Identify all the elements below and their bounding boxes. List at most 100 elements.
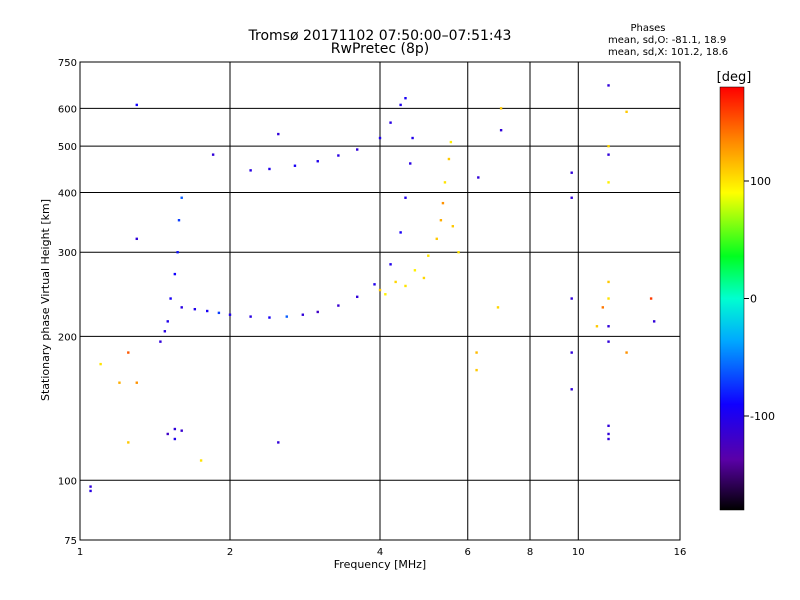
data-point-o (135, 103, 138, 107)
data-point-o (404, 96, 407, 100)
data-point-x (601, 306, 605, 309)
y-tick-label: 200 (58, 332, 77, 343)
y-tick-label: 750 (58, 58, 77, 69)
data-point-o (193, 307, 197, 311)
data-point-o (173, 427, 177, 431)
data-point-o (89, 485, 92, 488)
data-point-o (607, 340, 610, 343)
x-tick-label: 16 (674, 547, 687, 558)
data-point-x (394, 280, 397, 284)
data-point-o (499, 128, 503, 132)
colorbar-tick-label: 100 (750, 175, 771, 188)
phase-info-x: mean, sd,X: 101.2, 18.6 (608, 47, 728, 58)
data-point-o (169, 297, 172, 300)
data-point-x (127, 351, 130, 354)
colorbar-ticks: 100 0 -100 (744, 175, 775, 423)
x-tick-label: 6 (465, 547, 471, 558)
data-point-o (570, 388, 573, 391)
data-point-o (337, 304, 340, 307)
grid-lines (80, 62, 680, 540)
x-tick-label: 2 (227, 547, 233, 558)
data-point-o (607, 437, 610, 441)
data-point-o (411, 136, 414, 140)
data-point-o (217, 311, 221, 315)
data-point-x (135, 381, 138, 384)
data-point-o (652, 320, 656, 323)
data-points (89, 84, 656, 493)
colorbar-tick-label: 0 (750, 293, 757, 306)
y-tick-label: 100 (58, 476, 77, 487)
data-point-x (449, 140, 453, 144)
phase-info-title: Phases (630, 23, 665, 34)
data-point-x (422, 276, 426, 280)
data-point-o (177, 219, 181, 222)
chart-title: Tromsø 20171102 07:50:00–07:51:43 (248, 28, 512, 44)
data-point-o (570, 297, 573, 300)
data-point-x (427, 254, 430, 257)
data-point-o (159, 340, 162, 343)
data-point-o (166, 320, 169, 323)
data-point-o (378, 136, 382, 140)
data-point-o (607, 424, 610, 428)
data-point-o (607, 325, 610, 328)
data-point-x (447, 157, 451, 161)
data-point-x (607, 144, 610, 148)
data-point-o (316, 160, 319, 163)
data-point-x (649, 297, 653, 300)
data-point-o (89, 489, 92, 493)
data-point-o (337, 154, 340, 157)
data-point-o (373, 283, 376, 286)
x-tick-label: 8 (527, 547, 533, 558)
colorbar-label: [deg] (717, 70, 752, 85)
data-point-o (211, 153, 215, 156)
data-point-o (404, 196, 407, 199)
data-point-o (173, 272, 177, 276)
data-point-x (404, 284, 407, 288)
data-point-x (607, 280, 610, 284)
data-point-o (607, 84, 610, 87)
data-point-x (625, 351, 628, 354)
data-point-o (293, 164, 297, 167)
chart-subtitle: RwPretec (8p) (331, 41, 429, 57)
data-point-x (439, 219, 443, 222)
data-point-x (496, 306, 500, 309)
data-point-x (451, 225, 455, 228)
x-axis-label: Frequency [MHz] (334, 558, 426, 571)
data-point-o (166, 432, 169, 436)
data-point-o (180, 306, 183, 309)
y-tick-label: 400 (58, 188, 77, 199)
data-point-o (607, 153, 610, 156)
x-tick-label: 4 (377, 547, 383, 558)
data-point-x (199, 459, 203, 462)
data-point-x (443, 181, 447, 184)
data-point-o (389, 263, 392, 266)
data-point-o (409, 162, 412, 165)
data-point-o (249, 169, 252, 172)
data-point-o (355, 295, 359, 299)
data-point-o (249, 315, 252, 318)
data-point-o (180, 196, 183, 199)
phase-info-o: mean, sd,O: -81.1, 18.9 (608, 35, 726, 46)
y-axis-label: Stationary phase Virtual Height [km] (39, 199, 52, 401)
data-point-x (625, 110, 628, 114)
data-point-o (477, 176, 480, 179)
data-point-x (413, 269, 417, 272)
data-point-x (475, 351, 478, 354)
data-point-x (127, 441, 130, 444)
data-point-o (570, 351, 573, 354)
data-point-x (499, 107, 503, 110)
data-point-x (435, 237, 438, 241)
data-point-o (228, 313, 232, 316)
data-point-o (163, 330, 167, 333)
data-point-o (399, 231, 402, 234)
y-tick-label: 300 (58, 248, 77, 259)
data-point-x (607, 297, 610, 300)
data-point-o (285, 315, 288, 318)
data-point-x (475, 368, 478, 372)
data-point-x (441, 201, 445, 205)
data-point-x (118, 381, 121, 384)
data-point-o (268, 316, 271, 319)
y-tick-label: 500 (58, 142, 77, 153)
data-point-x (607, 181, 610, 184)
